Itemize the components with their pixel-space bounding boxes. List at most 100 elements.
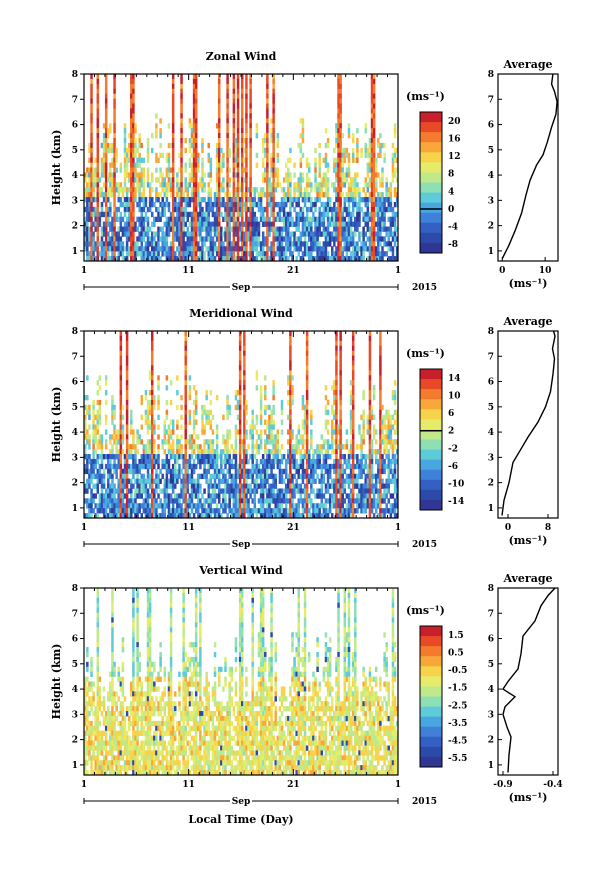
heatmap-cell [125, 340, 129, 347]
heatmap-cell [366, 201, 370, 208]
heatmap-cell [111, 449, 114, 455]
heatmap-cell [284, 236, 288, 242]
heatmap-cell [220, 449, 223, 455]
heatmap-cell [354, 201, 357, 208]
heatmap-cell [92, 458, 95, 465]
heatmap-cell [146, 206, 150, 213]
heatmap-cell [142, 201, 146, 208]
heatmap-cell [339, 206, 342, 213]
heatmap-cell [176, 439, 179, 445]
heatmap-cell [146, 246, 150, 252]
heatmap-cell [194, 488, 198, 494]
heatmap-cell [289, 345, 292, 352]
profile-y-tick-label: 8 [488, 70, 494, 80]
heatmap-cell [377, 197, 380, 203]
heatmap-cell [222, 216, 225, 223]
heatmap-cell [113, 142, 116, 149]
heatmap-cell [316, 444, 319, 450]
heatmap-cell [354, 216, 357, 223]
heatmap-cell [188, 454, 192, 460]
heatmap-cell [201, 147, 204, 154]
heatmap-cell [249, 251, 252, 257]
heatmap-cell [148, 454, 152, 460]
heatmap-cell [86, 404, 89, 411]
heatmap-cell [144, 251, 148, 257]
heatmap-cell [372, 113, 376, 119]
heatmap-cell [109, 256, 112, 262]
heatmap-cell [364, 128, 367, 134]
heatmap-cell [144, 449, 148, 455]
heatmap-cell [86, 231, 89, 237]
heatmap-cell [241, 513, 244, 519]
heatmap-cell [305, 458, 309, 465]
heatmap-cell [236, 74, 240, 80]
heatmap-cell [312, 231, 315, 237]
heatmap-cell [194, 394, 198, 401]
heatmap-cell [318, 167, 321, 173]
heatmap-cell [207, 454, 210, 460]
heatmap-cell [130, 236, 133, 242]
heatmap-cell [142, 231, 146, 237]
heatmap-cell [383, 216, 386, 223]
heatmap-cell [132, 162, 135, 168]
heatmap-cell [104, 241, 108, 247]
heatmap-cell [297, 241, 301, 247]
heatmap-cell [266, 113, 269, 119]
heatmap-cell [100, 192, 104, 198]
heatmap-cell [360, 147, 363, 154]
heatmap-cell [146, 463, 150, 470]
heatmap-cell [236, 404, 240, 411]
heatmap-cell [291, 375, 294, 381]
heatmap-cell [111, 241, 114, 247]
heatmap-cell [305, 340, 309, 347]
heatmap-cell [255, 246, 259, 252]
heatmap-cell [226, 211, 229, 218]
heatmap-cell [111, 508, 114, 514]
heatmap-cell [171, 187, 175, 193]
heatmap-cell [324, 424, 328, 430]
heatmap-cell [192, 414, 196, 420]
heatmap-cell [125, 236, 129, 242]
heatmap-cell [113, 409, 116, 416]
heatmap-cell [268, 503, 271, 509]
heatmap-cell [238, 201, 242, 208]
heatmap-cell [207, 439, 210, 445]
heatmap-cell [130, 152, 133, 159]
heatmap-cell [324, 256, 328, 262]
heatmap-cell [169, 216, 173, 223]
heatmap-cell [291, 256, 294, 262]
heatmap-cell [136, 478, 139, 484]
heatmap-cell [86, 192, 89, 198]
heatmap-cell [264, 513, 267, 519]
heatmap-cell [266, 98, 269, 104]
heatmap-cell [345, 152, 349, 159]
heatmap-cell [197, 483, 200, 489]
heatmap-cell [199, 498, 202, 504]
heatmap-cell [123, 463, 127, 470]
heatmap-cell [266, 157, 269, 163]
heatmap-cell [220, 463, 223, 470]
heatmap-cell [86, 439, 89, 445]
heatmap-cell [211, 508, 215, 514]
heatmap-cell [243, 473, 246, 480]
heatmap-cell [207, 211, 210, 218]
heatmap-cell [205, 498, 208, 504]
heatmap-cell [264, 444, 267, 450]
heatmap-cell [310, 216, 313, 223]
heatmap-cell [86, 468, 89, 475]
heatmap-cell [125, 458, 129, 465]
heatmap-cell [354, 187, 357, 193]
heatmap-cell [180, 216, 183, 223]
heatmap-cell [274, 458, 277, 465]
heatmap-cell [127, 246, 131, 252]
heatmap-cell [297, 483, 301, 489]
heatmap-cell [142, 444, 146, 450]
heatmap-cell [140, 458, 144, 465]
heatmap-cell [245, 508, 248, 514]
heatmap-cell [251, 468, 254, 475]
heatmap-cell [341, 167, 344, 173]
heatmap-cell [270, 508, 273, 514]
heatmap-cell [171, 157, 175, 163]
heatmap-cell [169, 498, 173, 504]
heatmap-cell [314, 147, 317, 154]
